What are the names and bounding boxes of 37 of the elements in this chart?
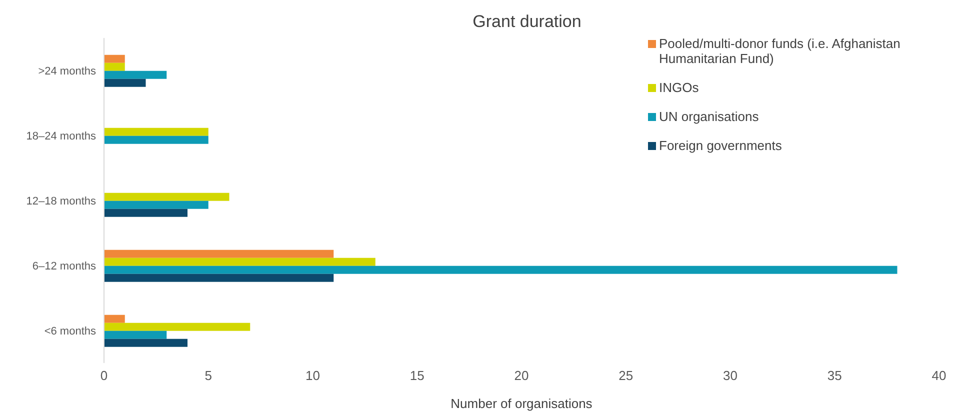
bar bbox=[104, 258, 376, 266]
bar bbox=[104, 266, 898, 274]
x-tick-label: 30 bbox=[723, 368, 738, 384]
x-tick-label: 20 bbox=[514, 368, 529, 384]
legend-label: INGOs bbox=[659, 80, 699, 95]
bar bbox=[104, 338, 188, 347]
bar bbox=[104, 136, 208, 144]
y-tick-label: <6 months bbox=[44, 325, 96, 338]
bar bbox=[104, 54, 125, 63]
bar bbox=[104, 322, 250, 331]
bar bbox=[104, 70, 167, 79]
legend-label: Pooled/multi-donor funds (i.e. Afghanistan Humanitarian Fund) bbox=[659, 36, 902, 66]
x-tick-label: 40 bbox=[932, 368, 946, 384]
bar bbox=[104, 128, 208, 136]
legend-label: UN organisations bbox=[659, 109, 759, 124]
x-tick-label: 35 bbox=[827, 368, 842, 384]
x-tick-label: 5 bbox=[204, 368, 212, 384]
bar bbox=[104, 192, 230, 201]
bar bbox=[104, 78, 146, 87]
chart-title: Grant duration bbox=[472, 12, 582, 32]
bar bbox=[104, 208, 188, 217]
legend-label: Foreign governments bbox=[659, 138, 782, 153]
bar bbox=[104, 250, 334, 258]
x-axis-title: Number of organisations bbox=[450, 396, 593, 411]
y-tick-label: 6–12 months bbox=[32, 260, 96, 272]
bar bbox=[104, 314, 125, 323]
bar bbox=[104, 200, 208, 209]
y-tick-label: 12–18 months bbox=[26, 195, 96, 208]
y-tick-label: 18–24 months bbox=[26, 130, 96, 142]
x-tick-label: 10 bbox=[306, 368, 320, 384]
x-tick-label: 15 bbox=[410, 368, 424, 384]
y-tick-label: >24 months bbox=[38, 65, 96, 78]
x-tick-label: 25 bbox=[618, 368, 634, 384]
bar bbox=[104, 62, 125, 71]
x-tick-label: 0 bbox=[100, 368, 108, 384]
bar bbox=[104, 274, 334, 282]
bar bbox=[104, 330, 167, 339]
